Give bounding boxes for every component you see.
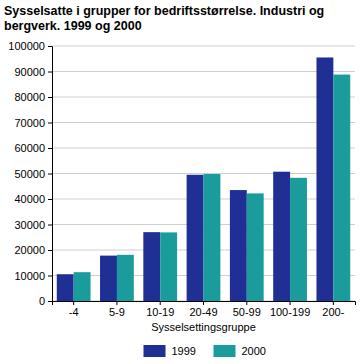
x-axis-line xyxy=(53,302,356,306)
y-tick-mark xyxy=(48,225,52,226)
bar xyxy=(160,232,177,301)
bar xyxy=(143,232,160,301)
y-tick: 20000 xyxy=(14,244,52,256)
x-tick-label: 10-19 xyxy=(146,306,174,318)
grid-line xyxy=(52,46,355,47)
y-tick: 30000 xyxy=(14,219,52,231)
legend: 1999 2000 xyxy=(144,345,266,357)
y-tick-mark xyxy=(48,148,52,149)
bar xyxy=(290,178,307,301)
y-tick-mark xyxy=(48,174,52,175)
x-tick: 5-9 xyxy=(109,301,125,318)
grid-line xyxy=(52,122,355,123)
bar xyxy=(247,193,264,301)
y-tick-label: 70000 xyxy=(14,117,45,129)
y-tick-mark xyxy=(48,72,52,73)
x-tick-mark xyxy=(160,301,161,305)
grid-line xyxy=(52,71,355,72)
y-tick: 100000 xyxy=(8,40,52,52)
grid-line xyxy=(52,173,355,174)
legend-label: 1999 xyxy=(172,345,196,357)
x-tick-label: 5-9 xyxy=(109,306,125,318)
grid-line xyxy=(52,97,355,98)
y-tick: 90000 xyxy=(14,66,52,78)
y-tick: 10000 xyxy=(14,270,52,282)
x-tick: 200- xyxy=(322,301,344,318)
x-tick-mark xyxy=(203,301,204,305)
x-axis: -4 5-9 10-19 20-49 50-99 100-199 200- xyxy=(53,301,356,318)
legend-item: 1999 xyxy=(144,345,196,357)
y-tick-label: 50000 xyxy=(14,168,45,180)
y-axis-line xyxy=(48,47,53,302)
y-tick-mark xyxy=(48,123,52,124)
x-tick-label: 20-49 xyxy=(189,306,217,318)
y-tick-label: 40000 xyxy=(14,193,45,205)
y-tick-label: 0 xyxy=(39,295,45,307)
y-tick: 40000 xyxy=(14,193,52,205)
y-tick: 0 xyxy=(39,295,52,307)
y-tick-label: 100000 xyxy=(8,40,45,52)
x-tick: 10-19 xyxy=(146,301,174,318)
x-axis-title: Sysselsettingsgruppe xyxy=(151,321,256,333)
bar xyxy=(204,174,221,301)
bar xyxy=(230,190,247,301)
x-tick-mark xyxy=(290,301,291,305)
title: Sysselsatte i grupper for bedriftsstørre… xyxy=(4,4,328,33)
x-tick: 20-49 xyxy=(189,301,217,318)
y-tick-mark xyxy=(48,199,52,200)
x-tick-mark xyxy=(333,301,334,305)
x-tick-label: 100-199 xyxy=(270,306,310,318)
bar xyxy=(187,175,204,301)
y-tick-mark xyxy=(48,97,52,98)
y-tick: 70000 xyxy=(14,117,52,129)
y-tick-label: 60000 xyxy=(14,142,45,154)
x-tick-mark xyxy=(246,301,247,305)
y-tick-label: 20000 xyxy=(14,244,45,256)
y-tick: 50000 xyxy=(14,168,52,180)
x-tick: 100-199 xyxy=(270,301,310,318)
y-tick: 60000 xyxy=(14,142,52,154)
chart: Sysselsatte i grupper for bedriftsstørre… xyxy=(0,0,363,364)
bar xyxy=(117,255,134,301)
y-tick-mark xyxy=(48,301,52,302)
x-tick-label: -4 xyxy=(69,306,79,318)
y-tick-label: 30000 xyxy=(14,219,45,231)
bar xyxy=(74,272,91,301)
grid-line xyxy=(52,148,355,149)
bar xyxy=(273,172,290,301)
bars xyxy=(57,57,350,301)
y-tick-label: 90000 xyxy=(14,66,45,78)
y-tick-mark xyxy=(48,46,52,47)
legend-swatch xyxy=(214,345,236,357)
x-tick-label: 200- xyxy=(322,306,344,318)
y-tick: 80000 xyxy=(14,91,52,103)
bar xyxy=(100,256,117,301)
legend-swatch xyxy=(144,345,166,357)
x-tick-mark xyxy=(73,301,74,305)
x-tick-mark xyxy=(116,301,117,305)
x-tick: 50-99 xyxy=(233,301,261,318)
x-tick: -4 xyxy=(69,301,79,318)
y-tick-mark xyxy=(48,250,52,251)
y-tick-mark xyxy=(48,276,52,277)
y-tick-label: 10000 xyxy=(14,270,45,282)
y-tick-label: 80000 xyxy=(14,91,45,103)
x-tick-label: 50-99 xyxy=(233,306,261,318)
y-axis: 0 10000 20000 30000 40000 50000 60000 70000 8000… xyxy=(8,40,52,307)
legend-label: 2000 xyxy=(242,345,266,357)
bar xyxy=(333,75,350,301)
bar xyxy=(316,57,333,301)
legend-item: 2000 xyxy=(214,345,266,357)
bar xyxy=(57,274,74,301)
